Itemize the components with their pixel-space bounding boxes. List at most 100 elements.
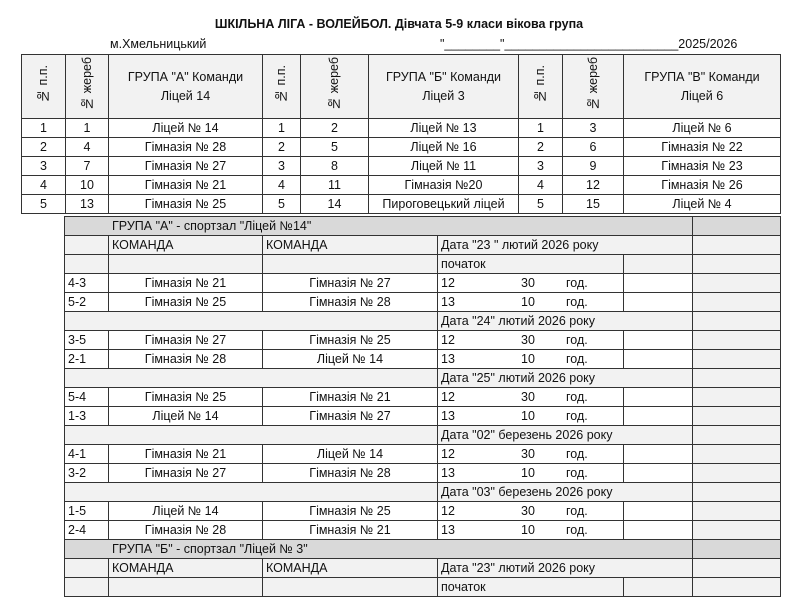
empty-cell xyxy=(262,577,438,597)
team-b-cell: Гімназія № 28 xyxy=(262,292,438,312)
team-cell: Ліцей № 14 xyxy=(108,118,263,138)
team-a-cell: Гімназія № 21 xyxy=(108,273,263,293)
team-b-cell: Гімназія № 25 xyxy=(262,330,438,350)
time-unit: год. xyxy=(566,295,588,309)
team-b-cell: Гімназія № 21 xyxy=(262,387,438,407)
groups-row: 4 10 Гімназія № 21 4 11 Гімназія №20 4 12 Гімназ… xyxy=(21,175,781,195)
draw-cell: 10 xyxy=(65,175,109,195)
pair-cell: 3-2 xyxy=(64,463,109,483)
team-a-cell: Гімназія № 27 xyxy=(108,463,263,483)
time-hours: 12 xyxy=(441,390,455,404)
group-heading: ГРУПА "А" - спортзал "Ліцей №14" xyxy=(64,216,693,236)
team-a-header: КОМАНДА xyxy=(108,558,263,578)
empty-cell xyxy=(64,425,438,445)
empty-cell xyxy=(692,368,781,388)
schedule-row-date: Дата "24" лютий 2026 року xyxy=(64,311,781,331)
empty-cell xyxy=(692,577,781,597)
time-hours: 13 xyxy=(441,352,455,366)
empty-cell xyxy=(692,501,781,521)
empty-cell xyxy=(623,520,693,540)
empty-cell xyxy=(623,387,693,407)
draw-cell: 4 xyxy=(65,137,109,157)
team-cell: Гімназія № 28 xyxy=(108,137,263,157)
team-b-cell: Гімназія № 25 xyxy=(262,501,438,521)
team-cell: Гімназія № 27 xyxy=(108,156,263,176)
empty-cell xyxy=(692,463,781,483)
team-cell: Гімназія № 23 xyxy=(623,156,781,176)
time-unit: год. xyxy=(566,352,588,366)
num-cell: 3 xyxy=(262,156,301,176)
groups-row: 3 7 Гімназія № 27 3 8 Ліцей № 11 3 9 Гімназія № … xyxy=(21,156,781,176)
empty-cell xyxy=(692,292,781,312)
schedule-row-match: 1-3 Ліцей № 14 Гімназія № 27 13 10 год. xyxy=(64,406,781,426)
team-a-cell: Гімназія № 25 xyxy=(108,292,263,312)
time-hours: 13 xyxy=(441,409,455,423)
schedule-row-match: 3-2 Гімназія № 27 Гімназія № 28 13 10 год. xyxy=(64,463,781,483)
empty-cell xyxy=(623,406,693,426)
schedule-row-match: 3-5 Гімназія № 27 Гімназія № 25 12 30 год. xyxy=(64,330,781,350)
time-cell: 12 30 год. xyxy=(437,387,624,407)
draw-header: № жереб xyxy=(79,56,94,111)
num-cell: 5 xyxy=(21,194,66,214)
empty-cell xyxy=(692,330,781,350)
empty-cell xyxy=(692,235,781,255)
schedule-row-match: 4-3 Гімназія № 21 Гімназія № 27 12 30 год. xyxy=(64,273,781,293)
empty-cell xyxy=(623,577,693,597)
schedule-row-group: ГРУПА "А" - спортзал "Ліцей №14" xyxy=(64,216,781,236)
time-cell: 12 30 год. xyxy=(437,501,624,521)
team-cell: Ліцей № 4 xyxy=(623,194,781,214)
empty-cell xyxy=(64,558,109,578)
team-a-cell: Гімназія № 28 xyxy=(108,349,263,369)
pair-cell: 1-3 xyxy=(64,406,109,426)
num-cell: 2 xyxy=(518,137,563,157)
date-line: "________"_________________________2025/… xyxy=(440,37,738,51)
date-cell: Дата "24" лютий 2026 року xyxy=(437,311,693,331)
schedule-row-match: 2-4 Гімназія № 28 Гімназія № 21 13 10 год. xyxy=(64,520,781,540)
groups-row: 5 13 Гімназія № 25 5 14 Пироговецький ліцей 5 1… xyxy=(21,194,781,214)
draw-header: № жереб xyxy=(585,56,600,111)
empty-cell xyxy=(692,558,781,578)
empty-cell xyxy=(692,406,781,426)
empty-cell xyxy=(64,368,438,388)
time-unit: год. xyxy=(566,447,588,461)
city-label: м.Хмельницький xyxy=(110,37,207,51)
time-unit: год. xyxy=(566,523,588,537)
time-unit: год. xyxy=(566,333,588,347)
time-minutes: 10 xyxy=(521,466,535,480)
time-unit: год. xyxy=(566,466,588,480)
time-hours: 13 xyxy=(441,295,455,309)
time-minutes: 10 xyxy=(521,523,535,537)
team-cell: Гімназія № 21 xyxy=(108,175,263,195)
num-cell: 4 xyxy=(262,175,301,195)
time-unit: год. xyxy=(566,276,588,290)
draw-header-cell: № жереб xyxy=(300,54,369,119)
draw-cell: 8 xyxy=(300,156,369,176)
team-a-cell: Ліцей № 14 xyxy=(108,501,263,521)
pair-cell: 4-1 xyxy=(64,444,109,464)
empty-cell xyxy=(64,311,438,331)
team-b-cell: Гімназія № 21 xyxy=(262,520,438,540)
group-heading: ГРУПА "Б" - спортзал "Ліцей № 3" xyxy=(64,539,693,559)
num-cell: 2 xyxy=(21,137,66,157)
team-b-cell: Гімназія № 27 xyxy=(262,406,438,426)
document-title: ШКІЛЬНА ЛІГА - ВОЛЕЙБОЛ. Дівчата 5-9 кла… xyxy=(214,17,584,31)
num-cell: 4 xyxy=(21,175,66,195)
time-cell: 13 10 год. xyxy=(437,406,624,426)
team-a-cell: Ліцей № 14 xyxy=(108,406,263,426)
empty-cell xyxy=(623,444,693,464)
schedule-row-match: 4-1 Гімназія № 21 Ліцей № 14 12 30 год. xyxy=(64,444,781,464)
empty-cell xyxy=(692,273,781,293)
schedule-row-date: Дата "25" лютий 2026 року xyxy=(64,368,781,388)
draw-cell: 14 xyxy=(300,194,369,214)
time-hours: 13 xyxy=(441,523,455,537)
schedule-row-date: Дата "03" березень 2026 року xyxy=(64,482,781,502)
team-cell: Гімназія № 25 xyxy=(108,194,263,214)
time-minutes: 10 xyxy=(521,352,535,366)
empty-cell xyxy=(64,235,109,255)
pair-cell: 2-1 xyxy=(64,349,109,369)
num-header: № п.п. xyxy=(36,64,50,103)
num-cell: 2 xyxy=(262,137,301,157)
schedule-table: ГРУПА "А" - спортзал "Ліцей №14" КОМАНДА К… xyxy=(64,216,781,597)
date-cell: Дата "23 " лютий 2026 року xyxy=(437,235,693,255)
empty-cell xyxy=(64,254,109,274)
